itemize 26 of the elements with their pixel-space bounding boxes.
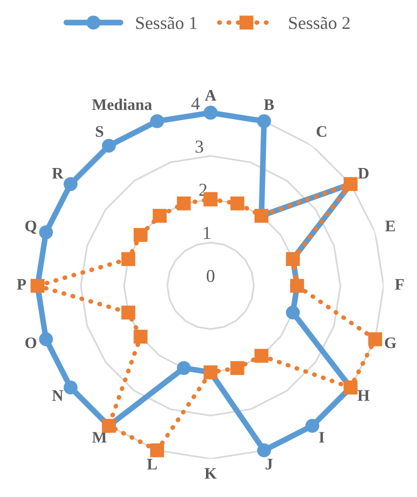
legend-label: Sessão 2 (289, 16, 350, 30)
spoke-label: F (395, 279, 404, 290)
spoke-label: L (147, 458, 157, 470)
spoke-label: A (204, 90, 216, 101)
spoke-label: E (385, 220, 395, 232)
spoke-label: I (319, 432, 324, 443)
spoke-label: D (358, 168, 368, 179)
spoke-label: O (25, 337, 36, 348)
spoke-label: J (266, 458, 273, 470)
spoke-label: B (264, 99, 274, 110)
spoke-label: H (358, 390, 370, 401)
y-tick-label: 1 (204, 226, 210, 239)
spoke-label: S (96, 126, 104, 137)
spoke-label: G (384, 337, 396, 348)
spoke-label: M (92, 432, 107, 443)
spoke-label: K (204, 468, 217, 479)
spoke-label: C (316, 126, 326, 137)
y-tick-label: 4 (191, 98, 200, 110)
spoke-label: Mediana (92, 98, 152, 110)
y-tick-label: 3 (196, 140, 204, 153)
legend-label: Sessão 1 (136, 16, 197, 30)
y-tick-label: 0 (206, 270, 214, 282)
spoke-label: Q (25, 220, 36, 234)
spoke-label: P (16, 279, 26, 290)
spoke-label: N (52, 390, 64, 401)
spoke-label: R (52, 168, 64, 179)
